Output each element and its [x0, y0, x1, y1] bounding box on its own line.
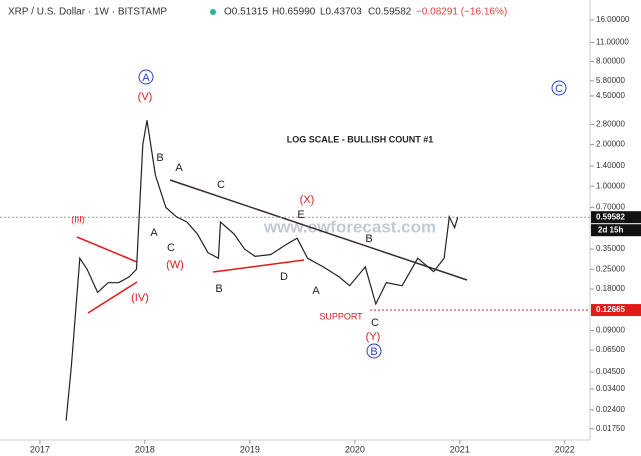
wave-label: B — [156, 152, 163, 164]
wave-label: E — [297, 209, 304, 221]
y-tick-label: 0.03400 — [596, 384, 625, 393]
ohlc-change: −0.08291 (−16.16%) — [416, 7, 507, 18]
status-dot — [210, 9, 216, 15]
ohlc-close: C0.59582 — [368, 7, 412, 18]
wave-label: A — [142, 72, 150, 84]
wave-label: C — [217, 179, 225, 191]
trendline — [76, 236, 138, 263]
y-tick-label: 1.00000 — [596, 181, 625, 190]
wave-circle — [138, 69, 154, 85]
x-tick-label: 2022 — [555, 444, 575, 454]
y-tick-label: 0.06500 — [596, 345, 625, 354]
watermark: www.ewforecast.com — [263, 217, 436, 236]
y-tick-label: 0.18000 — [596, 284, 625, 293]
countdown-label: 2d 15h — [598, 225, 623, 234]
wave-label: (W) — [166, 259, 184, 271]
wave-label: C — [371, 317, 379, 329]
wave-label: B — [370, 346, 377, 358]
y-tick-label: 2.00000 — [596, 140, 625, 149]
x-tick-label: 2020 — [345, 444, 365, 454]
symbol: XRP / U.S. Dollar · 1W · BITSTAMP — [8, 7, 167, 18]
ohlc-low: L0.43703 — [320, 7, 362, 18]
x-tick-label: 2018 — [135, 444, 155, 454]
y-tick-label: 5.80000 — [596, 76, 625, 85]
wave-label: SUPPORT — [319, 311, 363, 321]
countdown-box — [591, 224, 641, 237]
wave-label: C — [555, 83, 563, 95]
support-label: 0.12665 — [596, 305, 625, 314]
ohlc-high: H0.65990 — [272, 7, 316, 18]
wave-label: (IV) — [131, 292, 149, 304]
last-price-box — [591, 211, 641, 224]
y-tick-label: 0.35000 — [596, 244, 625, 253]
wave-circle — [551, 80, 567, 96]
y-tick-label: 8.00000 — [596, 57, 625, 66]
y-tick-label: 1.40000 — [596, 161, 625, 170]
trendline — [87, 281, 138, 314]
y-tick-label: 0.09000 — [596, 326, 625, 335]
wave-label: A — [312, 285, 320, 297]
y-tick-label: 0.01750 — [596, 424, 625, 433]
y-tick-label: 0.70000 — [596, 203, 625, 212]
trendline — [169, 179, 468, 281]
y-tick-label: 4.50000 — [596, 91, 625, 100]
y-tick-label: 0.04500 — [596, 367, 625, 376]
wave-label: A — [175, 162, 183, 174]
last-price-label: 0.59582 — [596, 212, 625, 221]
chart-title: LOG SCALE - BULLISH COUNT #1 — [287, 134, 434, 144]
wave-label: A — [150, 227, 158, 239]
wave-label: (V) — [138, 91, 153, 103]
wave-circle — [366, 343, 382, 359]
wave-label: B — [215, 283, 222, 295]
y-tick-label: 0.02400 — [596, 405, 625, 414]
x-tick-label: 2019 — [240, 444, 260, 454]
wave-label: (III) — [71, 214, 85, 224]
wave-label: C — [167, 242, 175, 254]
y-tick-label: 16.00000 — [596, 15, 630, 24]
ohlc-open: O0.51315 — [224, 7, 268, 18]
price-line — [65, 120, 459, 421]
y-tick-label: 11.00000 — [596, 37, 629, 46]
support-box — [591, 304, 641, 317]
x-tick-label: 2017 — [30, 444, 50, 454]
wave-label: D — [280, 271, 288, 283]
trendline — [212, 259, 305, 273]
wave-label: B — [365, 233, 372, 245]
x-tick-label: 2021 — [450, 444, 470, 454]
wave-label: (X) — [300, 194, 315, 206]
wave-label: (Y) — [366, 331, 381, 343]
y-tick-label: 0.25000 — [596, 264, 625, 273]
y-tick-label: 2.80000 — [596, 120, 625, 129]
